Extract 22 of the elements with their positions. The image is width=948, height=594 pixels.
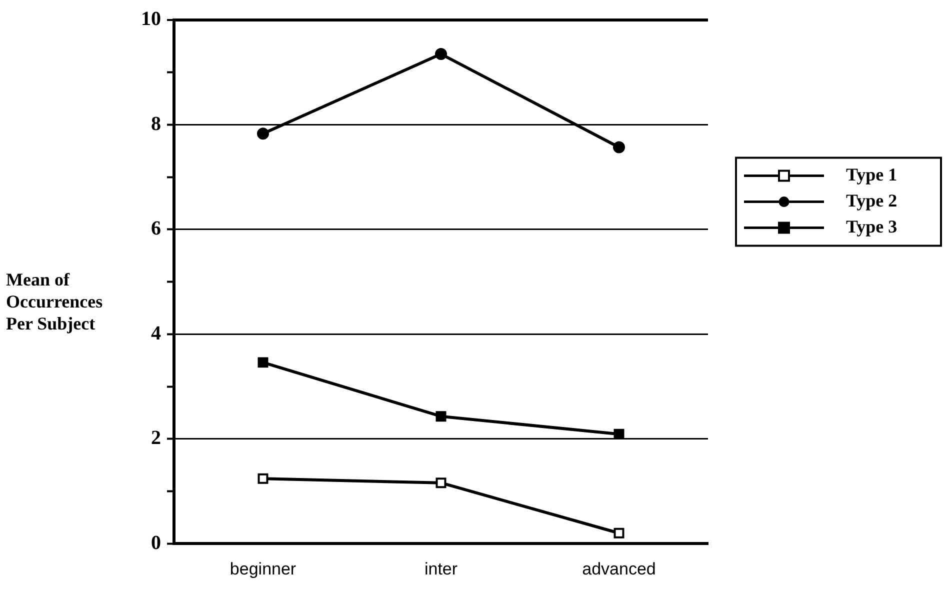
- point: [258, 473, 268, 484]
- point: [435, 48, 447, 60]
- point: [613, 141, 625, 154]
- point: [436, 478, 446, 488]
- point: [614, 528, 624, 538]
- legend-label: Type 3: [846, 216, 898, 236]
- point: [614, 428, 624, 440]
- point: [436, 411, 446, 422]
- y-tick-label: 10: [141, 8, 161, 30]
- y-axis-title: Mean of Occurrences Per Subject: [6, 269, 103, 334]
- point: [258, 357, 268, 368]
- y-tick-label: 6: [151, 218, 161, 240]
- y-tick-label: 4: [151, 322, 161, 344]
- legend-label: Type 2: [846, 190, 898, 210]
- legend-label: Type 1: [846, 164, 898, 184]
- y-tick-label: 8: [151, 112, 161, 135]
- x-tick-label: beginner: [230, 559, 296, 578]
- x-tick-label: advanced: [582, 559, 656, 578]
- y-tick-label: 2: [151, 427, 161, 450]
- point: [257, 128, 269, 140]
- y-tick-label: 0: [151, 532, 161, 554]
- x-tick-label: inter: [424, 559, 458, 578]
